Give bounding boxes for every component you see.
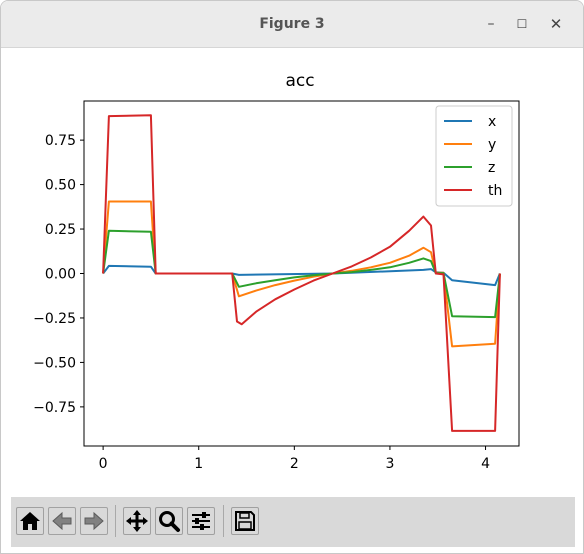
legend-box: [435, 105, 513, 207]
window-title: Figure 3: [259, 16, 325, 32]
zoom-button[interactable]: [155, 507, 183, 535]
x-tick-label: 2: [290, 456, 299, 472]
legend-label: th: [488, 183, 502, 199]
series-line-th: [102, 114, 501, 432]
y-tick-label: 0.50: [45, 178, 76, 194]
x-tick-label: 3: [385, 456, 394, 472]
toolbar-separator: [115, 505, 116, 537]
y-tick-label: −0.75: [33, 400, 76, 416]
series-lines: [102, 114, 501, 432]
line-chart: acc 0.75 0.50 0.25 0.00 −0.25 −0.50 −0.75 0 1 2 3…: [33, 71, 520, 472]
x-tick-label: 4: [481, 456, 490, 472]
y-tick-label: 0.00: [45, 267, 76, 283]
series-line-x: [102, 264, 501, 287]
back-button[interactable]: [48, 507, 76, 535]
pan-move-icon: [126, 510, 148, 532]
home-button[interactable]: [16, 507, 44, 535]
title-bar[interactable]: Figure 3 – ☐ ✕: [1, 1, 583, 48]
legend-label: z: [488, 160, 495, 176]
zoom-magnifier-icon: [159, 511, 180, 532]
x-axis: 0 1 2 3 4: [99, 446, 490, 472]
save-disk-icon: [235, 511, 255, 531]
legend-label: x: [488, 114, 496, 130]
y-tick-label: 0.25: [45, 222, 76, 238]
y-axis: 0.75 0.50 0.25 0.00 −0.25 −0.50 −0.75: [33, 133, 84, 416]
x-tick-label: 1: [194, 456, 203, 472]
legend: xyz th: [435, 105, 513, 207]
y-tick-label: −0.25: [33, 311, 76, 327]
close-button[interactable]: ✕: [549, 15, 563, 33]
configure-subplots-button[interactable]: [187, 507, 215, 535]
save-button[interactable]: [231, 507, 259, 535]
pan-button[interactable]: [123, 507, 151, 535]
x-tick-label: 0: [99, 456, 108, 472]
home-icon: [20, 512, 40, 530]
y-tick-label: −0.50: [33, 355, 76, 371]
legend-label: y: [488, 137, 496, 153]
y-tick-label: 0.75: [45, 133, 76, 149]
configure-subplots-icon: [192, 512, 210, 530]
minimize-button[interactable]: –: [487, 16, 495, 32]
navigation-toolbar: [11, 497, 575, 547]
plot-canvas[interactable]: acc 0.75 0.50 0.25 0.00 −0.25 −0.50 −0.75 0 1 2 3…: [11, 48, 575, 498]
forward-arrow-icon: [84, 511, 104, 531]
forward-button[interactable]: [80, 507, 108, 535]
toolbar-separator: [223, 505, 224, 537]
back-arrow-icon: [52, 511, 72, 531]
maximize-button[interactable]: ☐: [516, 17, 528, 31]
chart-title: acc: [285, 71, 314, 91]
